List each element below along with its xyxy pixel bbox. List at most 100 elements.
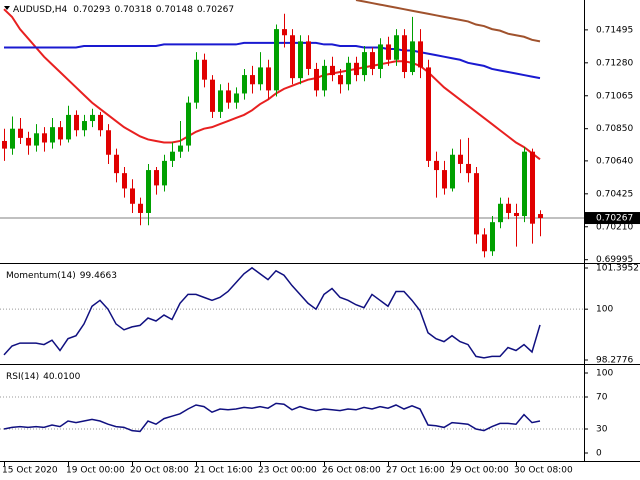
- candle-body: [450, 154, 455, 189]
- y-tick-label: 98.2776: [596, 356, 633, 366]
- candle-body: [426, 67, 431, 161]
- y-tick-label: 0.69995: [596, 255, 633, 265]
- x-tick-label: 20 Oct 08:00: [130, 466, 189, 476]
- candle-body: [58, 127, 63, 140]
- indicator-value: 40.0100: [43, 372, 80, 382]
- candle-body: [362, 52, 367, 76]
- candle-body: [402, 35, 407, 73]
- x-tick-label: 15 Oct 2020: [2, 466, 58, 476]
- indicator-name: Momentum(14): [6, 271, 76, 281]
- candle-body: [274, 29, 279, 91]
- candle-body: [498, 203, 503, 223]
- indicator-line: [3, 402, 541, 433]
- candle-body: [98, 114, 103, 131]
- candle-body: [298, 41, 303, 79]
- candle-body: [530, 151, 535, 224]
- symbol: AUDUSD,H4: [13, 5, 68, 15]
- candle-body: [474, 173, 479, 235]
- candle-body: [18, 128, 23, 138]
- y-tick-label: 0.70210: [596, 222, 633, 232]
- candle-body: [394, 35, 399, 60]
- candle-body: [282, 29, 287, 36]
- indicator-label: RSI(14) 40.0100: [6, 372, 81, 382]
- moving-average: [355, 0, 541, 43]
- y-tick-label: 30: [596, 425, 608, 435]
- y-tick-label: 0.70850: [596, 124, 633, 134]
- candle-body: [370, 52, 375, 69]
- moving-average: [3, 8, 541, 161]
- candle-body: [314, 68, 319, 91]
- x-tick-label: 30 Oct 08:00: [514, 466, 573, 476]
- x-tick-label: 26 Oct 08:00: [322, 466, 381, 476]
- candle-body: [26, 137, 31, 146]
- candle-body: [138, 203, 143, 213]
- collapse-icon: [4, 6, 10, 10]
- y-tick-label: 100: [596, 369, 613, 379]
- candle-body: [130, 188, 135, 204]
- candle-body: [346, 62, 351, 85]
- candle-body: [258, 67, 263, 85]
- candle-body: [266, 67, 271, 91]
- candle-body: [506, 203, 511, 213]
- candle-body: [386, 44, 391, 60]
- candle-body: [306, 41, 311, 69]
- candle-body: [66, 114, 71, 140]
- candle-body: [218, 90, 223, 112]
- candle-body: [122, 173, 127, 189]
- candle-body: [226, 90, 231, 103]
- candle-body: [42, 133, 47, 143]
- candle-body: [330, 65, 335, 76]
- candle-body: [490, 222, 495, 252]
- candle-body: [34, 133, 39, 146]
- plot-area: [2, 0, 543, 433]
- candle-body: [418, 41, 423, 68]
- moving-average: [4, 41, 541, 80]
- candle-body: [186, 102, 191, 146]
- x-tick-label: 23 Oct 00:00: [258, 466, 317, 476]
- indicator-line: [3, 266, 541, 359]
- indicator-label: Momentum(14) 99.4663: [6, 271, 117, 281]
- price-box: [585, 212, 640, 225]
- y-tick-label: 0.70640: [596, 156, 633, 166]
- candle-body: [482, 234, 487, 252]
- candle-body: [210, 79, 215, 112]
- low-value: 0.70148: [156, 5, 193, 15]
- candle-body: [378, 44, 383, 69]
- candle-body: [514, 212, 519, 217]
- y-tick-label: 0.71495: [596, 25, 633, 35]
- candle-body: [154, 170, 159, 186]
- y-tick-label: 100: [596, 305, 613, 315]
- x-tick-label: 29 Oct 00:00: [450, 466, 509, 476]
- indicator-name: RSI(14): [6, 372, 39, 382]
- y-tick-label: 0.71065: [596, 91, 633, 101]
- candle-body: [50, 127, 55, 143]
- candle-body: [194, 59, 199, 103]
- y-tick-label: 70: [596, 393, 608, 403]
- candle-body: [146, 170, 151, 213]
- candle-body: [338, 75, 343, 85]
- candle-body: [354, 62, 359, 76]
- x-tick-label: 19 Oct 00:00: [66, 466, 125, 476]
- candle-body: [290, 35, 295, 79]
- indicator-value: 99.4663: [80, 271, 117, 281]
- price-label: 0.70267: [596, 214, 633, 224]
- close-value: 0.70267: [197, 5, 234, 15]
- chart-title: AUDUSD,H4 0.70293 0.70318 0.70148 0.70267: [13, 5, 234, 15]
- candle-body: [250, 75, 255, 85]
- candle-body: [466, 163, 471, 174]
- candle-body: [114, 154, 119, 174]
- candle-body: [10, 128, 15, 149]
- candle-body: [242, 75, 247, 94]
- candle-body: [458, 154, 463, 164]
- candle-body: [410, 41, 415, 73]
- candle-body: [82, 121, 87, 131]
- y-tick-label: 0.71280: [596, 58, 633, 68]
- candle-body: [106, 130, 111, 155]
- y-tick-label: 101.3952: [596, 264, 639, 274]
- candle-body: [202, 59, 207, 80]
- x-tick-label: 27 Oct 16:00: [386, 466, 445, 476]
- candle-body: [538, 214, 543, 219]
- candle-body: [74, 114, 79, 131]
